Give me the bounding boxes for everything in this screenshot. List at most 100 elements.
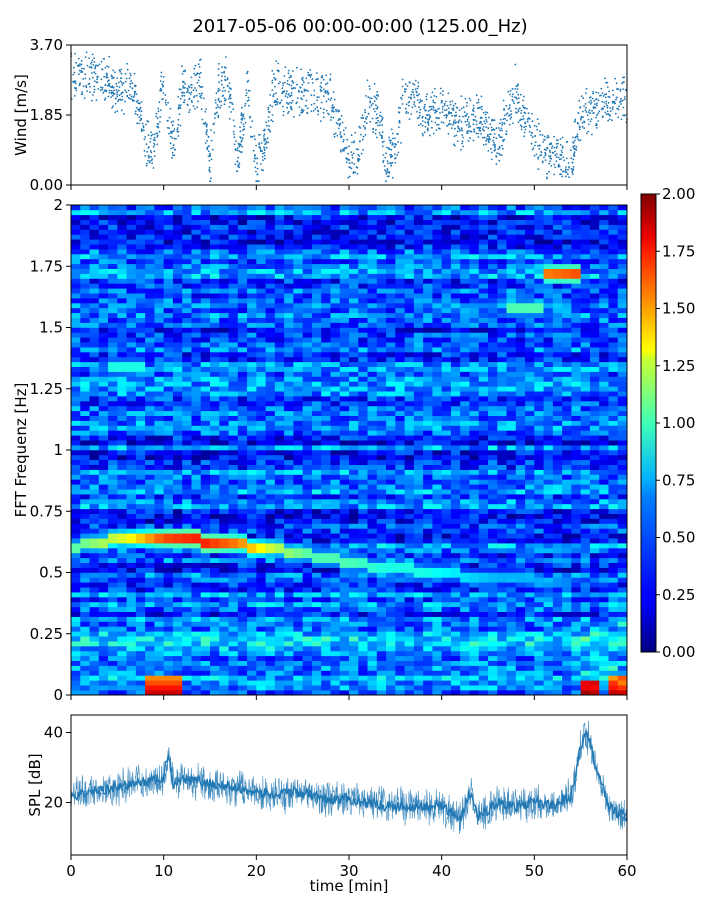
spectrogram-cell [321, 665, 331, 671]
spectrogram-cell [450, 464, 461, 470]
spectrogram-cell [274, 626, 285, 632]
spectrogram-cell [580, 533, 591, 539]
spectrogram-cell [441, 518, 452, 524]
spectrogram-cell [367, 503, 378, 510]
wind-point [326, 82, 329, 85]
spectrogram-cell [552, 528, 563, 534]
spectrogram-cell [163, 552, 174, 559]
spectrogram-cell [469, 503, 480, 510]
spectrogram-cell [117, 606, 127, 612]
spectrogram-cell [311, 543, 322, 549]
wind-point [139, 108, 141, 111]
spectrogram-cell [589, 543, 600, 549]
spectrogram-cell [284, 499, 294, 505]
spectrogram-cell [237, 582, 248, 588]
wind-point [264, 142, 267, 145]
spectrogram-cell [349, 484, 359, 490]
spectrogram-cell [265, 655, 276, 661]
spectrogram-cell [525, 454, 535, 461]
wind-point [100, 78, 103, 81]
spectrogram-cell [506, 518, 517, 524]
spectrogram-cell [497, 533, 507, 539]
wind-point [411, 106, 414, 109]
spectrogram-cell [534, 587, 544, 593]
wind-point [427, 121, 429, 124]
wind-point [160, 75, 163, 78]
spectrogram-cell [228, 572, 239, 578]
spectrogram-cell [386, 557, 396, 563]
wind-point [418, 111, 421, 114]
spectrogram-cell [274, 582, 285, 588]
wind-point [134, 112, 137, 115]
spectrogram-cell [534, 611, 544, 617]
spectrogram-cell [395, 538, 405, 544]
wind-point [136, 113, 139, 116]
spectrogram-cell [89, 562, 100, 568]
spectrogram-cell [515, 459, 526, 465]
spectrogram-cell [349, 562, 359, 568]
spectrogram-cell [599, 631, 609, 637]
wind-point [181, 91, 184, 94]
wind-point [466, 120, 469, 122]
spectrogram-cell [71, 660, 81, 666]
spectrogram-cell [450, 567, 461, 573]
wind-point [477, 98, 480, 101]
spectrogram-cell [265, 646, 276, 652]
spectrogram-cell [589, 567, 600, 573]
spectrogram-cell [237, 655, 248, 661]
wind-point [425, 95, 428, 98]
spectrogram-cell [441, 670, 452, 676]
wind-point [498, 152, 500, 155]
wind-point [419, 100, 422, 103]
spectrogram-cell [358, 670, 368, 676]
spectrogram-cell [145, 636, 155, 642]
wind-point [164, 99, 167, 102]
wind-point [352, 172, 355, 175]
spectrogram-cell [210, 660, 220, 666]
spectrogram-cell [450, 557, 461, 563]
wind-point [555, 160, 558, 163]
wind-point [105, 76, 107, 78]
spectrogram-cell [562, 636, 572, 642]
spectrogram-cell [256, 577, 266, 583]
spectrogram-cell [367, 582, 378, 588]
spectrogram-cell [599, 601, 609, 608]
spectrogram-cell [432, 464, 442, 470]
wind-point [194, 87, 196, 89]
spectrogram-cell [478, 587, 489, 593]
spectrogram-cell [580, 523, 591, 529]
wind-point [479, 116, 482, 119]
wind-point [362, 135, 365, 138]
spectrogram-cell [460, 562, 470, 568]
wind-point [121, 98, 124, 101]
spectrogram-cell [126, 587, 137, 593]
spectrogram-cell [237, 567, 248, 573]
spectrogram-cell [330, 552, 341, 559]
wind-point [171, 137, 174, 139]
wind-point [261, 156, 264, 158]
wind-point [507, 108, 510, 110]
wind-point [290, 91, 293, 94]
wind-point [509, 89, 512, 92]
spectrogram-cell [247, 597, 257, 603]
spectrogram-cell [172, 499, 183, 505]
spectrogram-cell [330, 616, 341, 622]
spectrogram-cell [247, 690, 257, 696]
spectrogram-cell [247, 582, 257, 588]
wind-point [468, 97, 471, 100]
spectrogram-cell [395, 587, 405, 593]
spectrogram-cell [182, 557, 192, 563]
spectrogram-cell [182, 489, 192, 495]
spectrogram-cell [71, 626, 81, 632]
spectrogram-cell [210, 533, 220, 539]
spectrogram-cell [432, 606, 442, 612]
spectrogram-cell [395, 508, 405, 514]
spectrogram-cell [571, 685, 581, 691]
spectrogram-cell [247, 670, 257, 676]
wind-point [602, 95, 605, 97]
spectrogram-cell [478, 513, 489, 519]
spectrogram-cell [200, 484, 211, 490]
wind-point [305, 77, 308, 80]
wind-point [586, 114, 589, 117]
spectrogram-cell [117, 474, 127, 480]
